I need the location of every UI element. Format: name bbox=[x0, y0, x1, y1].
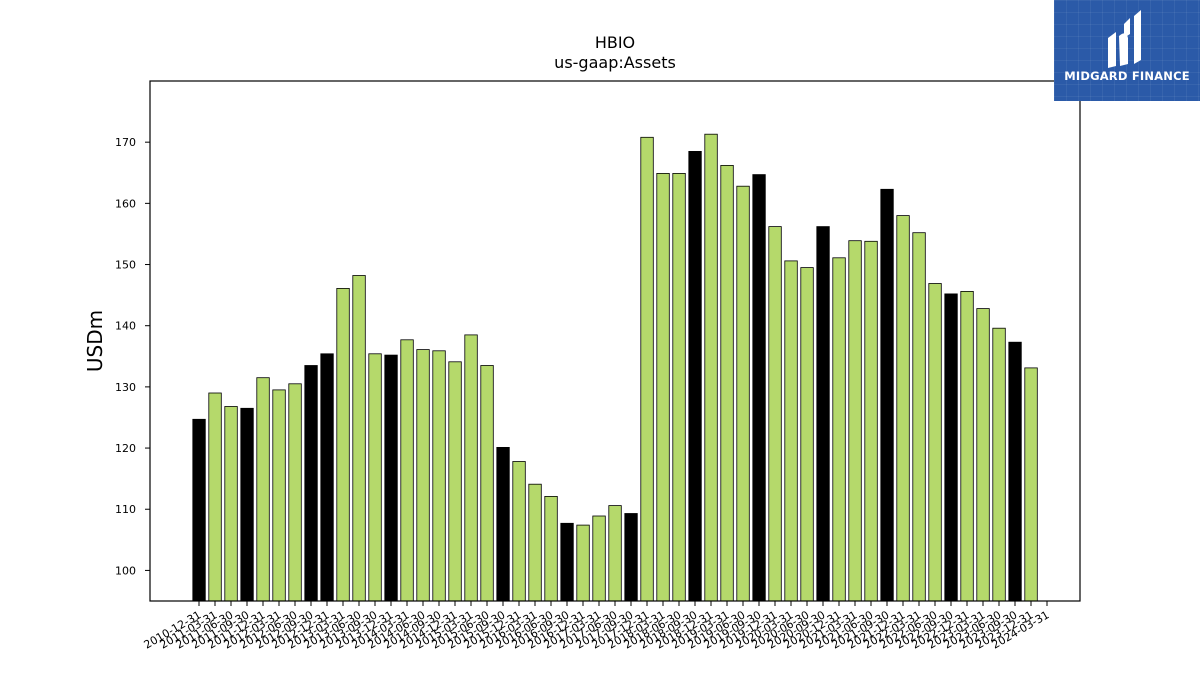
bar-2016-06-30 bbox=[544, 495, 558, 602]
bar-2013-09-30 bbox=[368, 353, 382, 602]
bar-2013-12-31 bbox=[384, 354, 398, 602]
bar-2018-09-30 bbox=[688, 150, 702, 602]
y-axis: 100 110 120 130 140 150 160 170 bbox=[115, 136, 150, 577]
bar-2011-03-31 bbox=[208, 392, 222, 602]
bar-2021-09-30 bbox=[880, 188, 894, 602]
y-tick-label: 150 bbox=[115, 259, 136, 272]
bar-2016-12-31 bbox=[576, 524, 590, 602]
brand-logo: MIDGARD FINANCE bbox=[1054, 0, 1200, 101]
bar-2020-12-31 bbox=[832, 257, 846, 602]
bar-2015-12-31 bbox=[512, 461, 526, 602]
bar-2014-09-30 bbox=[432, 350, 446, 602]
bar-2019-06-30 bbox=[736, 185, 750, 602]
bar-2016-09-30 bbox=[560, 522, 574, 602]
y-tick-label: 160 bbox=[115, 197, 136, 210]
bar-2011-09-30 bbox=[240, 407, 254, 602]
bar-2012-09-30 bbox=[304, 365, 318, 602]
x-axis: 2010-12-312011-03-312011-06-302011-09-30… bbox=[142, 601, 1052, 652]
chart-title: HBIO bbox=[595, 33, 635, 52]
bar-2022-03-31 bbox=[912, 232, 926, 602]
bar-2019-03-31 bbox=[720, 164, 734, 602]
bar-2011-06-30 bbox=[224, 406, 238, 602]
bar-2018-12-31 bbox=[704, 133, 718, 602]
bar-2015-09-30 bbox=[496, 446, 510, 602]
y-tick-label: 120 bbox=[115, 442, 136, 455]
logo-text: MIDGARD FINANCE bbox=[1064, 69, 1190, 83]
bar-group bbox=[192, 133, 1038, 602]
bar-2018-03-31 bbox=[656, 172, 670, 602]
bar-2016-03-31 bbox=[528, 483, 542, 602]
midgard-logo-icon bbox=[1108, 10, 1141, 68]
bar-2012-06-30 bbox=[288, 383, 302, 602]
bar-2021-03-31 bbox=[848, 240, 862, 602]
y-axis-label: USDm bbox=[83, 310, 107, 372]
bar-2020-09-30 bbox=[816, 226, 830, 602]
bar-2015-03-31 bbox=[464, 334, 478, 602]
bar-2019-09-30 bbox=[752, 174, 766, 602]
plot-frame bbox=[149, 80, 1081, 602]
bar-2023-09-30 bbox=[1008, 341, 1022, 602]
bar-2021-12-31 bbox=[896, 215, 910, 602]
bar-2014-12-31 bbox=[448, 361, 462, 602]
bar-2023-06-30 bbox=[992, 327, 1006, 602]
bar-2010-12-31 bbox=[192, 418, 206, 602]
bar-2022-09-30 bbox=[944, 293, 958, 602]
bar-2017-09-30 bbox=[624, 513, 638, 602]
bar-2022-12-31 bbox=[960, 290, 974, 602]
bar-2017-06-30 bbox=[608, 505, 622, 602]
bar-2015-06-30 bbox=[480, 365, 494, 602]
bar-2017-12-31 bbox=[640, 136, 654, 602]
bar-2012-03-31 bbox=[272, 389, 286, 602]
y-tick-label: 140 bbox=[115, 320, 136, 333]
bar-2022-06-30 bbox=[928, 283, 942, 602]
y-tick-label: 110 bbox=[115, 503, 136, 516]
bar-2023-03-31 bbox=[976, 308, 990, 602]
bar-2013-03-31 bbox=[336, 287, 350, 602]
bar-2018-06-30 bbox=[672, 172, 686, 602]
bar-2021-06-30 bbox=[864, 240, 878, 602]
bar-2011-12-31 bbox=[256, 377, 270, 602]
bar-2023-12-31 bbox=[1024, 367, 1038, 602]
y-tick-label: 130 bbox=[115, 381, 136, 394]
bar-2014-03-31 bbox=[400, 339, 414, 602]
bar-2013-06-30 bbox=[352, 275, 366, 602]
bar-2014-06-30 bbox=[416, 349, 430, 602]
bar-2012-12-31 bbox=[320, 353, 334, 602]
y-tick-label: 100 bbox=[115, 564, 136, 577]
y-tick-label: 170 bbox=[115, 136, 136, 149]
bar-2020-03-31 bbox=[784, 260, 798, 602]
bar-2019-12-31 bbox=[768, 226, 782, 602]
chart-subtitle: us-gaap:Assets bbox=[554, 53, 676, 72]
bar-2017-03-31 bbox=[592, 515, 606, 602]
bar-2020-06-30 bbox=[800, 267, 814, 602]
